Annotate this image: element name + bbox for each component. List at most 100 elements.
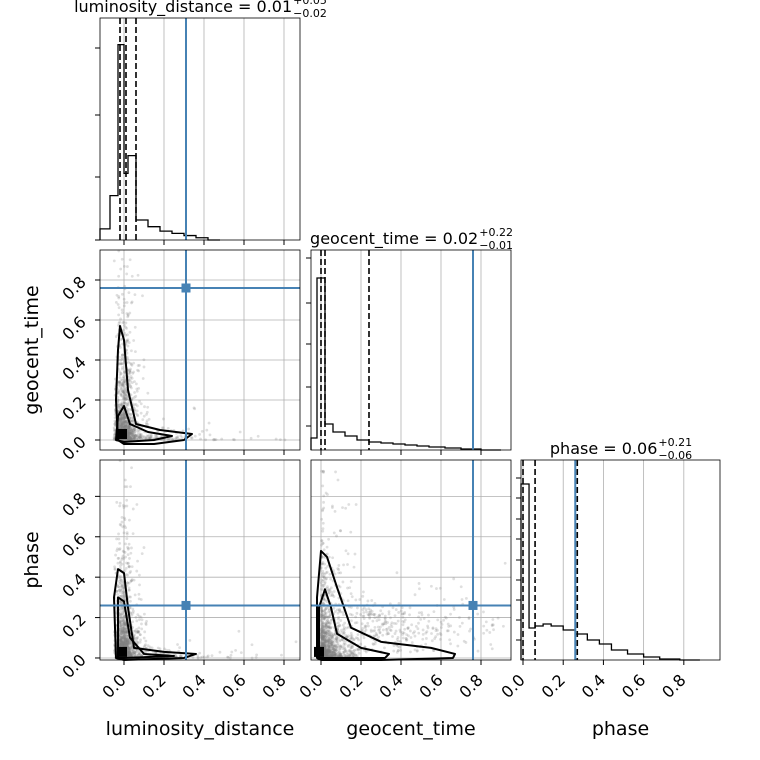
scatter-point (438, 632, 442, 635)
scatter-point (128, 385, 132, 389)
scatter-point (121, 595, 125, 598)
scatter-point (176, 435, 180, 438)
scatter-point (127, 438, 130, 442)
scatter-point (119, 394, 123, 397)
scatter-point (141, 294, 144, 298)
scatter-point (120, 641, 123, 644)
scatter-point (135, 619, 139, 623)
scatter-point (120, 403, 124, 407)
scatter-point (125, 637, 129, 641)
scatter-point (141, 418, 145, 422)
scatter-point (122, 419, 125, 423)
scatter-point (122, 380, 126, 384)
scatter-point (126, 430, 130, 434)
scatter-point (120, 622, 123, 626)
scatter-point (122, 414, 126, 418)
scatter-point (123, 421, 126, 425)
scatter-point (146, 391, 150, 395)
scatter-point (352, 565, 356, 569)
scatter-point (121, 420, 125, 424)
scatter-point (118, 424, 122, 428)
scatter-point (485, 628, 489, 632)
scatter-point (122, 630, 126, 634)
scatter-point (331, 635, 334, 638)
scatter-point (449, 612, 452, 616)
scatter-point (119, 629, 123, 632)
scatter-point (337, 609, 341, 613)
scatter-point (198, 432, 202, 436)
scatter-point (120, 591, 124, 594)
scatter-point (123, 416, 127, 420)
scatter-point (119, 416, 123, 420)
scatter-point (123, 516, 126, 520)
scatter-point (343, 647, 347, 651)
scatter-point (130, 381, 134, 385)
scatter-point (120, 421, 124, 425)
scatter-point (125, 642, 129, 645)
scatter-point (118, 370, 122, 374)
scatter-point (120, 613, 124, 617)
scatter-point (136, 631, 140, 634)
scatter-point (124, 393, 128, 397)
scatter-point (320, 543, 323, 547)
scatter-point (417, 615, 420, 619)
scatter-point (124, 418, 128, 421)
scatter-point (123, 628, 127, 632)
scatter-point (124, 424, 128, 428)
scatter-point (324, 620, 328, 624)
scatter-point (127, 434, 131, 438)
scatter-point (118, 590, 122, 594)
scatter-point (135, 434, 139, 437)
scatter-point (121, 397, 125, 401)
scatter-point (178, 646, 182, 649)
scatter-point (117, 383, 121, 387)
scatter-point (143, 630, 147, 634)
scatter-point (482, 624, 486, 628)
scatter-point (202, 655, 206, 659)
scatter-point (193, 407, 197, 411)
scatter-point (126, 407, 130, 411)
panel-title: luminosity_distance = 0.01 (74, 0, 292, 17)
scatter-point (126, 437, 130, 441)
scatter-point (438, 586, 442, 590)
scatter-point (354, 615, 358, 619)
scatter-point (350, 595, 354, 599)
scatter-point (127, 429, 131, 433)
scatter-point (123, 390, 127, 394)
scatter-point (135, 650, 138, 654)
scatter-point (126, 437, 130, 441)
scatter-point (117, 295, 121, 298)
scatter-point (127, 425, 131, 428)
scatter-point (369, 630, 373, 633)
scatter-point (112, 437, 116, 441)
scatter-point (323, 624, 326, 628)
scatter-point (349, 592, 353, 596)
scatter-point (389, 623, 393, 627)
scatter-point (143, 612, 146, 616)
scatter-point (207, 421, 211, 425)
scatter-point (131, 419, 135, 423)
scatter-point (124, 419, 128, 423)
scatter-point (129, 429, 133, 432)
scatter-point (123, 423, 126, 427)
scatter-point (117, 404, 121, 407)
scatter-point (121, 417, 125, 421)
scatter-point (140, 435, 144, 439)
scatter-point (124, 419, 128, 423)
scatter-point (127, 565, 131, 569)
scatter-point (327, 608, 331, 612)
scatter-point (121, 383, 125, 386)
scatter-point (112, 435, 116, 439)
scatter-point (128, 311, 132, 315)
scatter-point (121, 415, 125, 419)
scatter-point (127, 424, 131, 428)
scatter-point (128, 436, 132, 440)
scatter-point (122, 416, 125, 420)
scatter-point (119, 421, 123, 425)
scatter-point (118, 376, 122, 379)
scatter-point (139, 598, 143, 601)
scatter-point (125, 326, 128, 330)
scatter-point (112, 428, 116, 432)
scatter-point (122, 438, 126, 442)
scatter-point (124, 639, 128, 643)
